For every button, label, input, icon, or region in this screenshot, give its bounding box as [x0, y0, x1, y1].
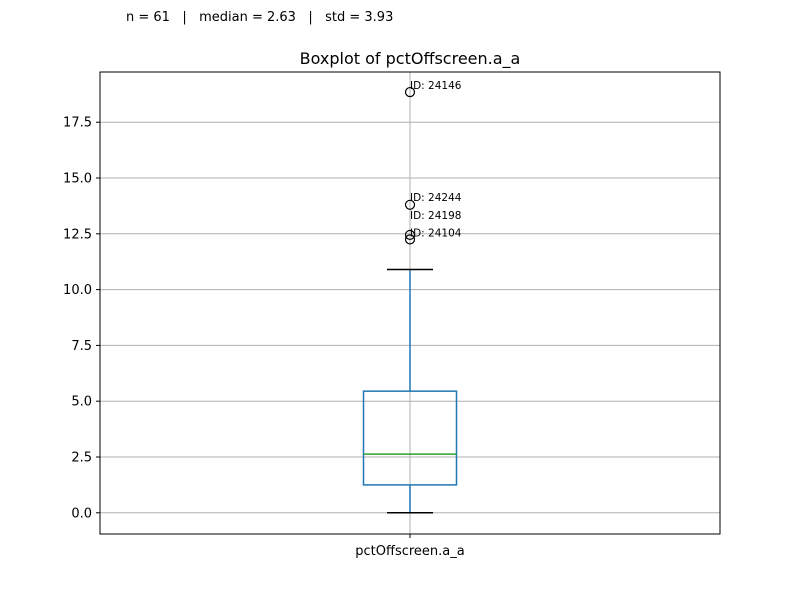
outlier-point	[404, 229, 416, 241]
outlier-point	[404, 234, 416, 245]
outlier-layer: ID: 24146 ID: 24244 ID: 24198 ID: 24104	[404, 80, 462, 245]
x-axis: pctOffscreen.a_a	[355, 534, 465, 559]
outlier-label: ID: 24104	[410, 227, 462, 239]
iqr-box	[362, 390, 458, 486]
y-tick-label: 10.0	[63, 283, 92, 298]
outlier-point	[404, 199, 416, 210]
y-tick-label: 5.0	[71, 395, 92, 410]
box-layer	[362, 268, 458, 514]
y-tick-label: 0.0	[71, 506, 92, 521]
outlier-label: ID: 24146	[410, 80, 462, 92]
x-tick-label: pctOffscreen.a_a	[355, 544, 464, 559]
outlier-point	[404, 86, 416, 98]
outlier-label: ID: 24198	[410, 210, 461, 222]
y-tick-label: 17.5	[63, 116, 92, 131]
outlier-label: ID: 24244	[410, 192, 462, 204]
y-axis: 0.0 2.5 5.0 7.5 10.0 12.5 15.0 17.5	[63, 116, 100, 521]
chart-title: Boxplot of pctOffscreen.a_a	[300, 49, 521, 69]
y-tick-label: 7.5	[71, 339, 92, 354]
y-tick-label: 2.5	[71, 451, 92, 466]
summary-stats: n = 61 | median = 2.63 | std = 3.93	[126, 10, 394, 25]
y-tick-label: 12.5	[63, 227, 92, 242]
y-tick-label: 15.0	[63, 172, 92, 187]
